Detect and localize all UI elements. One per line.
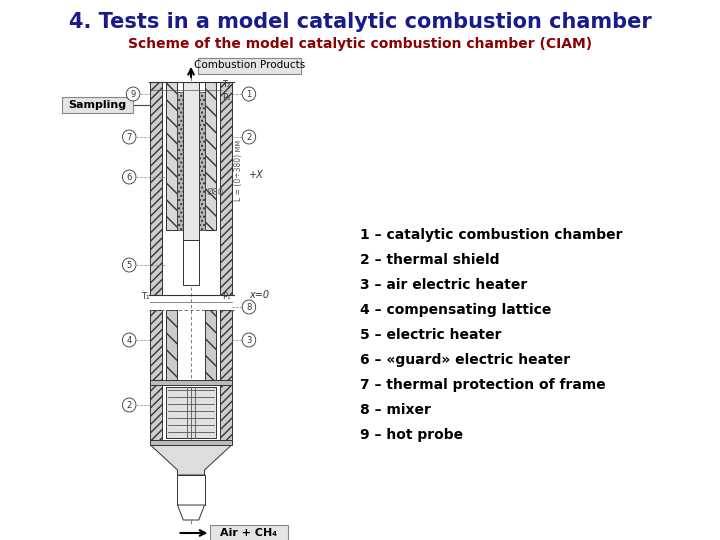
Circle shape [122,398,136,412]
Bar [178,475,204,505]
Bar [150,310,162,380]
Text: +X: +X [249,170,264,180]
Text: T₁: T₁ [141,292,149,301]
Bar [178,92,204,230]
Text: 4 – compensating lattice: 4 – compensating lattice [360,303,552,317]
Text: 9 – hot probe: 9 – hot probe [360,428,463,442]
Circle shape [242,300,256,314]
Text: T₂: T₂ [222,80,230,89]
Circle shape [242,87,256,101]
Text: 1 – catalytic combustion chamber: 1 – catalytic combustion chamber [360,228,623,242]
Text: 6 – «guard» electric heater: 6 – «guard» electric heater [360,353,570,367]
FancyBboxPatch shape [62,97,132,112]
FancyBboxPatch shape [210,524,288,540]
Text: 2: 2 [246,133,251,142]
Text: 8: 8 [246,303,252,312]
Text: Combustion Products: Combustion Products [194,60,305,71]
Bar [166,310,178,380]
Text: P₁: P₁ [222,292,230,301]
Text: 9: 9 [130,90,135,99]
Circle shape [122,170,136,184]
Circle shape [122,333,136,347]
Bar [220,310,232,380]
Text: 2 – thermal shield: 2 – thermal shield [360,253,500,267]
Text: P₁: P₁ [222,93,230,102]
Bar [184,82,199,280]
FancyBboxPatch shape [198,57,301,73]
Text: 7: 7 [127,133,132,142]
Text: Ø80: Ø80 [207,188,224,197]
Circle shape [242,333,256,347]
Text: 5: 5 [127,261,132,270]
Bar [220,82,232,295]
Text: 8 – mixer: 8 – mixer [360,403,431,417]
Text: 5 – electric heater: 5 – electric heater [360,328,502,342]
Bar [220,385,232,440]
Text: x=0: x=0 [249,290,269,300]
Text: 6: 6 [127,173,132,182]
Text: Air + CH₄: Air + CH₄ [220,528,277,538]
Polygon shape [178,505,204,520]
Text: L = (0÷380) мм: L = (0÷380) мм [233,139,243,201]
Bar [204,82,216,230]
Bar [166,82,178,230]
Bar [150,82,162,295]
Circle shape [126,87,140,101]
Text: 7 – thermal protection of frame: 7 – thermal protection of frame [360,378,606,392]
Text: Sampling: Sampling [68,99,127,110]
Bar [150,440,232,445]
Bar [184,240,199,285]
Polygon shape [150,445,232,475]
Text: 3 – air electric heater: 3 – air electric heater [360,278,527,292]
Text: Scheme of the model catalytic combustion chamber (CIAM): Scheme of the model catalytic combustion… [128,37,592,51]
Bar [166,387,216,438]
Text: 4. Tests in a model catalytic combustion chamber: 4. Tests in a model catalytic combustion… [68,12,652,32]
Text: 3: 3 [246,336,252,345]
Text: 2: 2 [127,401,132,410]
Bar [150,385,162,440]
Circle shape [242,130,256,144]
Text: 1: 1 [246,90,251,99]
Circle shape [122,130,136,144]
Bar [204,310,216,380]
Bar [150,380,232,385]
Circle shape [122,258,136,272]
Text: 4: 4 [127,336,132,345]
